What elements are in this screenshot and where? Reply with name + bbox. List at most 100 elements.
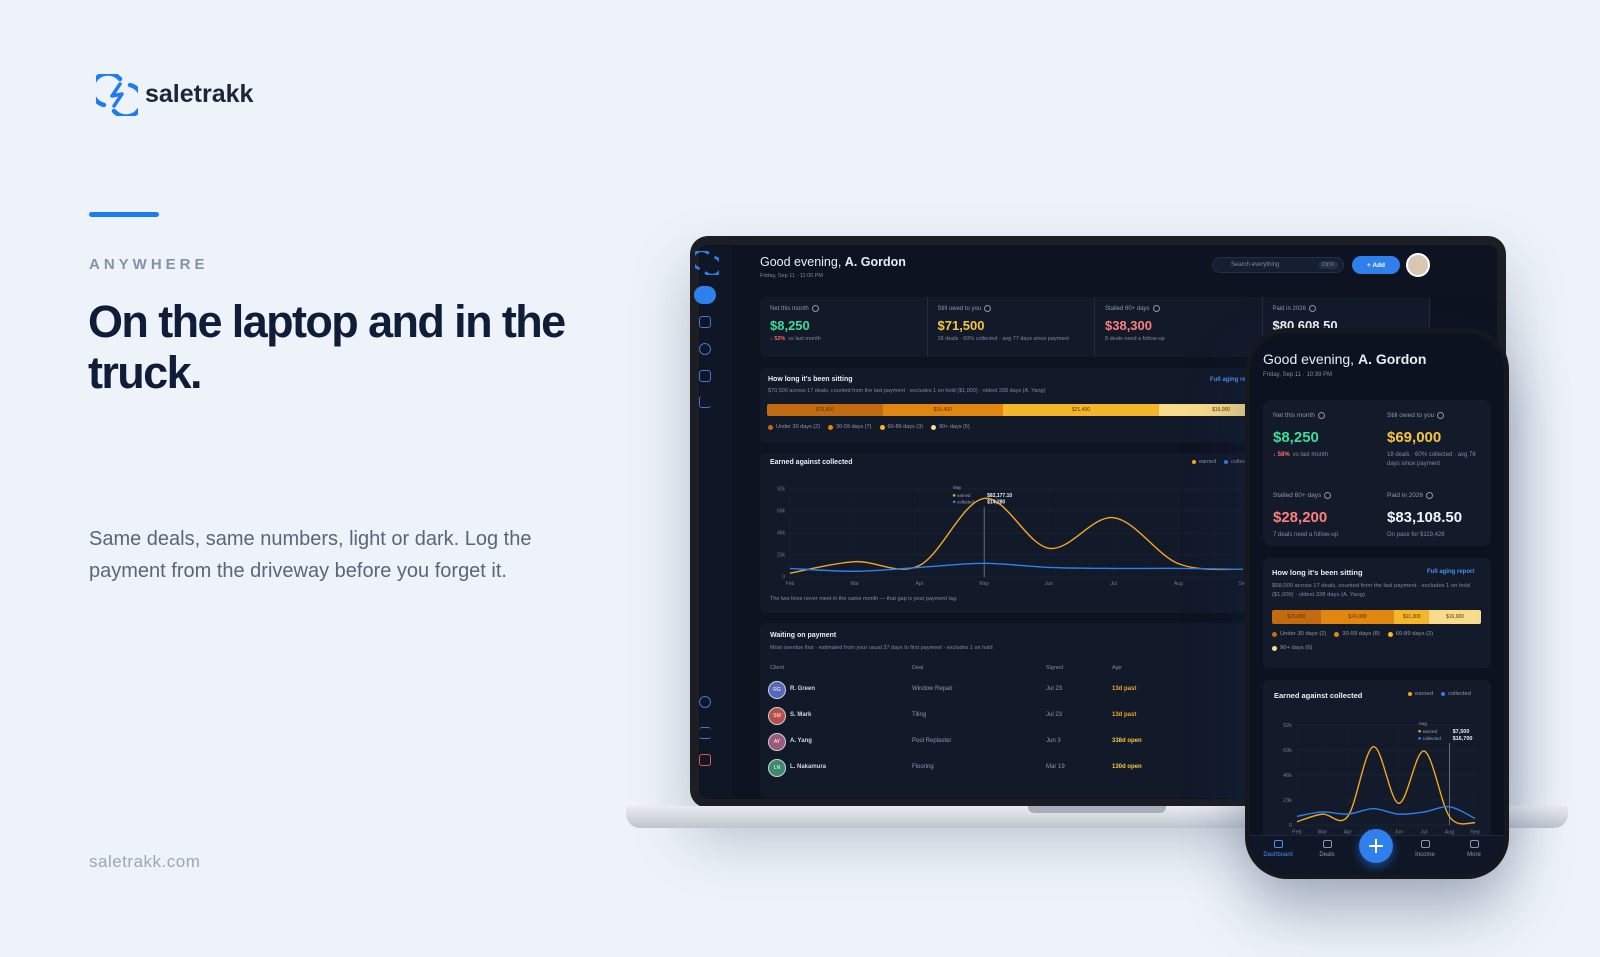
legend-item: collected xyxy=(1224,459,1253,465)
x-tick-label: Sep xyxy=(1470,830,1480,836)
nav-item[interactable]: More xyxy=(1454,840,1494,858)
aging-link[interactable]: Full aging report xyxy=(1210,377,1258,383)
stat-note: On pace for $119,428 xyxy=(1387,532,1445,538)
deal-name: Pool Replaster xyxy=(912,738,952,744)
x-tick-label: Jun xyxy=(1394,830,1403,836)
nav-settings[interactable] xyxy=(699,727,711,739)
nav-dashboard[interactable] xyxy=(694,286,716,304)
aging-bar: $15,800 $24,000 $11,300 $16,900 xyxy=(1272,610,1481,624)
stat-value: $8,250 xyxy=(770,318,810,334)
aging-legend: Under 30 days (2) 30-59 days (7) 60-89 day… xyxy=(768,424,978,430)
y-tick-label: 69k xyxy=(777,509,786,515)
aging-link[interactable]: Full aging report xyxy=(1427,569,1475,575)
user-name: A. Gordon xyxy=(844,255,906,269)
nav-help[interactable] xyxy=(699,696,711,708)
client-avatar: SM xyxy=(768,707,786,725)
aging-title: How long it's been sitting xyxy=(1272,568,1363,577)
tooltip-name: earned xyxy=(1423,729,1438,734)
stat: Paid in 2026 $83,108.50 On pace for $119,4… xyxy=(1377,480,1491,551)
stat-note: 18 deals · 60% collected · avg 76 days s… xyxy=(1387,452,1476,467)
nav-tasks[interactable] xyxy=(699,370,711,382)
add-fab[interactable] xyxy=(1359,829,1393,863)
tooltip-value: $16,700 xyxy=(1453,736,1473,742)
nav-item[interactable]: Dashboard xyxy=(1258,840,1298,858)
legend-dot xyxy=(1408,692,1412,696)
stat-note: ↓ 58% vs last month xyxy=(1273,451,1367,460)
legend-dot xyxy=(1272,631,1277,637)
x-tick-label: Feb xyxy=(786,581,795,587)
tooltip-name: collected xyxy=(1423,736,1442,741)
nav-deals[interactable] xyxy=(699,316,711,328)
stat-note-text: vs last month xyxy=(788,336,821,343)
stat-value: $38,300 xyxy=(1105,318,1152,334)
aging-segment: $15,800 xyxy=(767,404,883,416)
x-tick-label: Sep xyxy=(1239,581,1248,587)
avatar[interactable] xyxy=(1406,253,1430,277)
y-tick-label: 46k xyxy=(777,531,786,537)
nav-icon xyxy=(1273,840,1283,848)
legend-item: 60-89 days (2) xyxy=(1387,631,1434,637)
legend-label: 30-59 days (8) xyxy=(1342,631,1380,637)
nav-item[interactable]: Deals xyxy=(1307,840,1347,858)
y-tick-label: 0 xyxy=(782,575,785,581)
nav-label: Deals xyxy=(1319,852,1335,858)
stat-label: Still owed to you xyxy=(1387,411,1481,420)
greeting: Good evening, A. Gordon xyxy=(760,255,906,269)
shortcut-chip: Ctrl K xyxy=(1319,261,1338,269)
x-tick-label: Aug xyxy=(1174,581,1183,587)
table-row[interactable]: LN L. Nakamura Flooring Mar 19 130d open xyxy=(768,758,1468,778)
add-button[interactable]: + Add xyxy=(1352,256,1400,274)
chart-title: Earned against collected xyxy=(1274,691,1363,700)
aging-subtitle: $68,000 across 17 deals, counted from th… xyxy=(1272,583,1470,598)
x-tick-label: Feb xyxy=(1292,830,1301,836)
table-row[interactable]: AY A. Yang Pool Replaster Jun 3 338d open xyxy=(768,732,1468,752)
table-row[interactable]: RG R. Green Window Repair Jul 23 13d past xyxy=(768,680,1468,700)
tooltip-dot xyxy=(952,500,956,504)
client-avatar: AY xyxy=(768,733,786,751)
search-placeholder: Search everything xyxy=(1231,262,1280,268)
legend-item: 90+ days (5) xyxy=(930,424,970,430)
stat-value: $28,200 xyxy=(1273,509,1328,526)
search-box[interactable]: Search everything Ctrl K xyxy=(1212,257,1344,273)
tooltip-value: $14,280 xyxy=(987,500,1005,506)
nav-logout[interactable] xyxy=(699,754,711,766)
nav-label: Income xyxy=(1415,852,1435,858)
x-tick-label: May xyxy=(979,581,989,587)
site-url[interactable]: saletrakk.com xyxy=(89,852,201,871)
stat: Still owed to you $69,000 18 deals · 60% c… xyxy=(1377,400,1491,480)
stat-value: $69,000 xyxy=(1387,429,1442,446)
y-tick-label: 46k xyxy=(1283,773,1292,779)
deal-name: Window Repair xyxy=(912,686,953,692)
series-line xyxy=(1296,806,1476,820)
nav-item[interactable]: Income xyxy=(1405,840,1445,858)
tooltip-month: Aug xyxy=(1419,721,1428,726)
x-tick-label: Apr xyxy=(1344,830,1353,836)
legend-item: Under 30 days (2) xyxy=(768,424,820,430)
age: 13d past xyxy=(1112,686,1137,692)
legend-label: collected xyxy=(1448,691,1471,697)
tooltip-dot xyxy=(952,494,956,497)
column-header: Client xyxy=(770,665,785,671)
x-tick-label: Jul xyxy=(1110,581,1116,587)
table-row[interactable]: SM S. Mark Tiling Jul 23 13d past xyxy=(768,706,1468,726)
brand-logo xyxy=(96,74,138,116)
greeting-text: Good evening, xyxy=(760,255,842,269)
client-name: L. Nakamura xyxy=(790,764,827,770)
client-avatar: RG xyxy=(768,681,786,699)
legend-label: 60-89 days (2) xyxy=(1395,631,1434,637)
nav-reports[interactable] xyxy=(699,396,711,408)
laptop-notch xyxy=(1028,806,1166,813)
legend-label: earned xyxy=(1415,691,1434,697)
deal-name: Tiling xyxy=(912,712,927,718)
user-name: A. Gordon xyxy=(1357,351,1427,367)
brand-name: saletrakk xyxy=(145,80,254,108)
date: Friday, Sep 11 · 11:00 PM xyxy=(760,273,823,279)
nav-income[interactable] xyxy=(699,343,711,355)
stat-note: 7 deals need a follow-up xyxy=(1273,532,1339,538)
legend-item: earned xyxy=(1192,459,1216,465)
stat-label: Paid in 2026 xyxy=(1273,305,1420,312)
legend-label: earned xyxy=(1199,459,1217,465)
nav-label: Dashboard xyxy=(1263,852,1293,858)
stat-value: $83,108.50 xyxy=(1387,509,1463,526)
stat: Net this month $8,250 ↓ 58% vs last month xyxy=(1263,400,1377,480)
